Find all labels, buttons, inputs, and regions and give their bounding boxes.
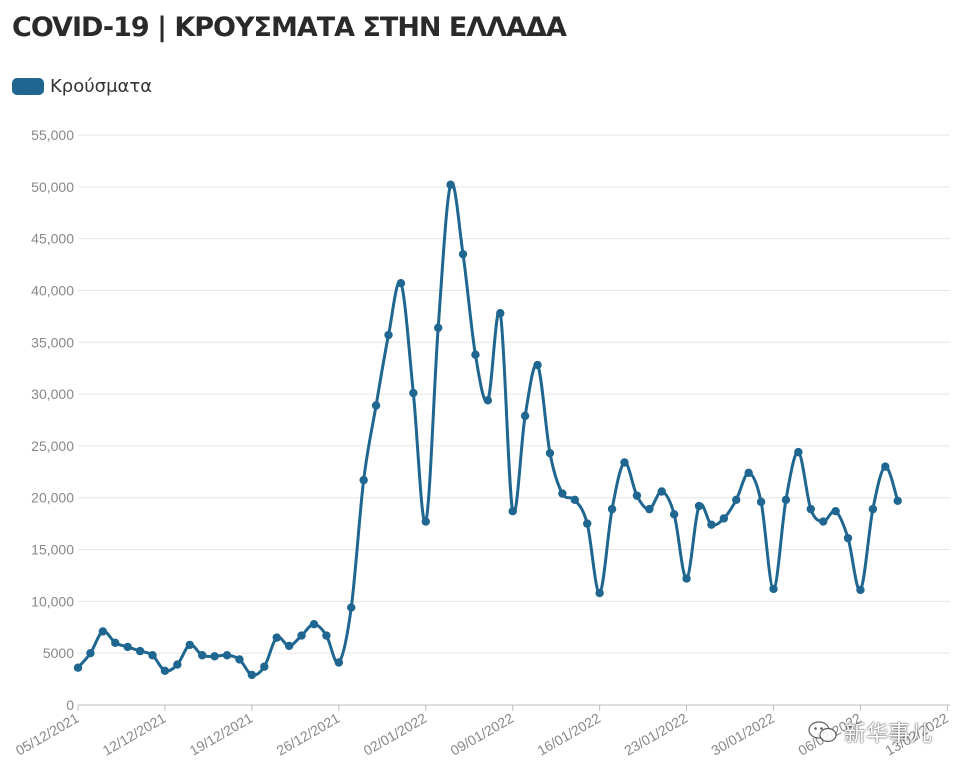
data-point[interactable] bbox=[98, 627, 108, 636]
data-point[interactable] bbox=[433, 323, 443, 332]
data-point[interactable] bbox=[272, 633, 281, 642]
data-point[interactable] bbox=[694, 501, 704, 511]
x-tick-label: 12/12/2021 bbox=[100, 710, 169, 759]
data-point[interactable] bbox=[843, 533, 853, 543]
data-point[interactable] bbox=[421, 517, 430, 526]
data-point[interactable] bbox=[719, 514, 729, 523]
data-point[interactable] bbox=[222, 651, 232, 660]
data-point[interactable] bbox=[322, 631, 331, 640]
watermark: 新华事儿 bbox=[808, 716, 932, 748]
gridlines bbox=[78, 134, 950, 706]
data-point[interactable] bbox=[396, 279, 406, 288]
data-point[interactable] bbox=[260, 662, 269, 671]
legend-swatch bbox=[12, 78, 44, 95]
data-point[interactable] bbox=[520, 411, 530, 421]
data-point[interactable] bbox=[123, 642, 132, 652]
series-points bbox=[73, 180, 902, 680]
data-point[interactable] bbox=[893, 496, 902, 506]
y-axis: 0 5000 10,000 15,000 20,000 25,000 30,000 35,00… bbox=[31, 127, 74, 713]
data-point[interactable] bbox=[732, 495, 741, 504]
data-point[interactable] bbox=[384, 330, 393, 340]
data-point[interactable] bbox=[657, 487, 666, 496]
data-point[interactable] bbox=[111, 638, 120, 648]
data-point[interactable] bbox=[781, 495, 791, 504]
y-tick-label: 50,000 bbox=[31, 179, 74, 195]
data-point[interactable] bbox=[309, 619, 319, 629]
data-point[interactable] bbox=[533, 360, 542, 370]
data-point[interactable] bbox=[409, 388, 418, 398]
y-tick-label: 55,000 bbox=[31, 127, 74, 143]
data-point[interactable] bbox=[632, 491, 642, 500]
data-point[interactable] bbox=[645, 504, 654, 514]
y-tick-label: 45,000 bbox=[31, 231, 74, 247]
data-point[interactable] bbox=[73, 663, 83, 672]
data-point[interactable] bbox=[545, 448, 555, 458]
data-point[interactable] bbox=[819, 517, 828, 526]
data-point[interactable] bbox=[669, 510, 679, 519]
y-tick-label: 35,000 bbox=[31, 334, 74, 350]
data-point[interactable] bbox=[173, 660, 182, 669]
data-point[interactable] bbox=[558, 489, 567, 498]
x-tick-label: 19/12/2021 bbox=[187, 710, 256, 759]
data-point[interactable] bbox=[595, 588, 604, 598]
data-point[interactable] bbox=[831, 507, 840, 516]
data-point[interactable] bbox=[756, 497, 766, 507]
y-tick-label: 15,000 bbox=[31, 542, 74, 558]
data-point[interactable] bbox=[284, 641, 294, 651]
y-tick-label: 20,000 bbox=[31, 490, 74, 506]
data-point[interactable] bbox=[86, 648, 95, 658]
data-point[interactable] bbox=[359, 475, 368, 485]
data-point[interactable] bbox=[334, 658, 344, 667]
data-point[interactable] bbox=[148, 651, 157, 660]
data-point[interactable] bbox=[235, 655, 244, 664]
data-point[interactable] bbox=[794, 447, 803, 457]
x-tick-label: 09/01/2022 bbox=[448, 710, 517, 759]
legend-label: Κρούσματα bbox=[50, 76, 153, 97]
data-point[interactable] bbox=[744, 468, 753, 478]
data-point[interactable] bbox=[446, 180, 455, 189]
x-tick-label: 16/01/2022 bbox=[534, 710, 603, 759]
data-point[interactable] bbox=[458, 249, 468, 259]
data-point[interactable] bbox=[508, 507, 517, 516]
y-tick-label: 40,000 bbox=[31, 282, 74, 298]
data-point[interactable] bbox=[806, 504, 815, 514]
y-tick-label: 5000 bbox=[43, 645, 74, 661]
data-point[interactable] bbox=[247, 670, 257, 680]
data-point[interactable] bbox=[607, 504, 617, 514]
wechat-icon bbox=[808, 721, 837, 743]
y-tick-label: 0 bbox=[66, 697, 74, 713]
chart-title: COVID-19 | ΚΡΟΥΣΜΑΤΑ ΣΤΗΝ ΕΛΛΑΔΑ bbox=[12, 12, 567, 43]
data-point[interactable] bbox=[769, 584, 778, 594]
data-point[interactable] bbox=[135, 646, 145, 656]
data-point[interactable] bbox=[881, 462, 890, 471]
data-point[interactable] bbox=[682, 574, 691, 583]
y-tick-label: 25,000 bbox=[31, 438, 74, 454]
x-tick-label: 23/01/2022 bbox=[621, 710, 690, 759]
x-tick-label: 02/01/2022 bbox=[361, 710, 430, 759]
data-point[interactable] bbox=[210, 652, 219, 661]
data-point[interactable] bbox=[707, 520, 716, 529]
data-point[interactable] bbox=[583, 519, 592, 528]
x-tick-label: 30/01/2022 bbox=[708, 710, 777, 759]
legend[interactable]: Κρούσματα bbox=[12, 76, 152, 97]
data-point[interactable] bbox=[496, 309, 505, 318]
data-point[interactable] bbox=[570, 495, 579, 504]
data-point[interactable] bbox=[371, 401, 381, 410]
data-point[interactable] bbox=[347, 603, 356, 612]
data-point[interactable] bbox=[185, 640, 194, 650]
data-point[interactable] bbox=[868, 504, 878, 514]
data-point[interactable] bbox=[856, 585, 865, 595]
y-tick-label: 10,000 bbox=[31, 593, 74, 609]
y-tick-label: 30,000 bbox=[31, 386, 74, 402]
x-tick-label: 26/12/2021 bbox=[274, 710, 343, 759]
data-point[interactable] bbox=[620, 458, 629, 467]
x-tick-label: 05/12/2021 bbox=[13, 710, 82, 759]
watermark-text: 新华事儿 bbox=[844, 722, 933, 747]
data-point[interactable] bbox=[198, 651, 207, 660]
data-point[interactable] bbox=[471, 350, 480, 359]
data-point[interactable] bbox=[483, 396, 493, 405]
data-point[interactable] bbox=[160, 666, 170, 675]
data-point[interactable] bbox=[297, 631, 306, 640]
